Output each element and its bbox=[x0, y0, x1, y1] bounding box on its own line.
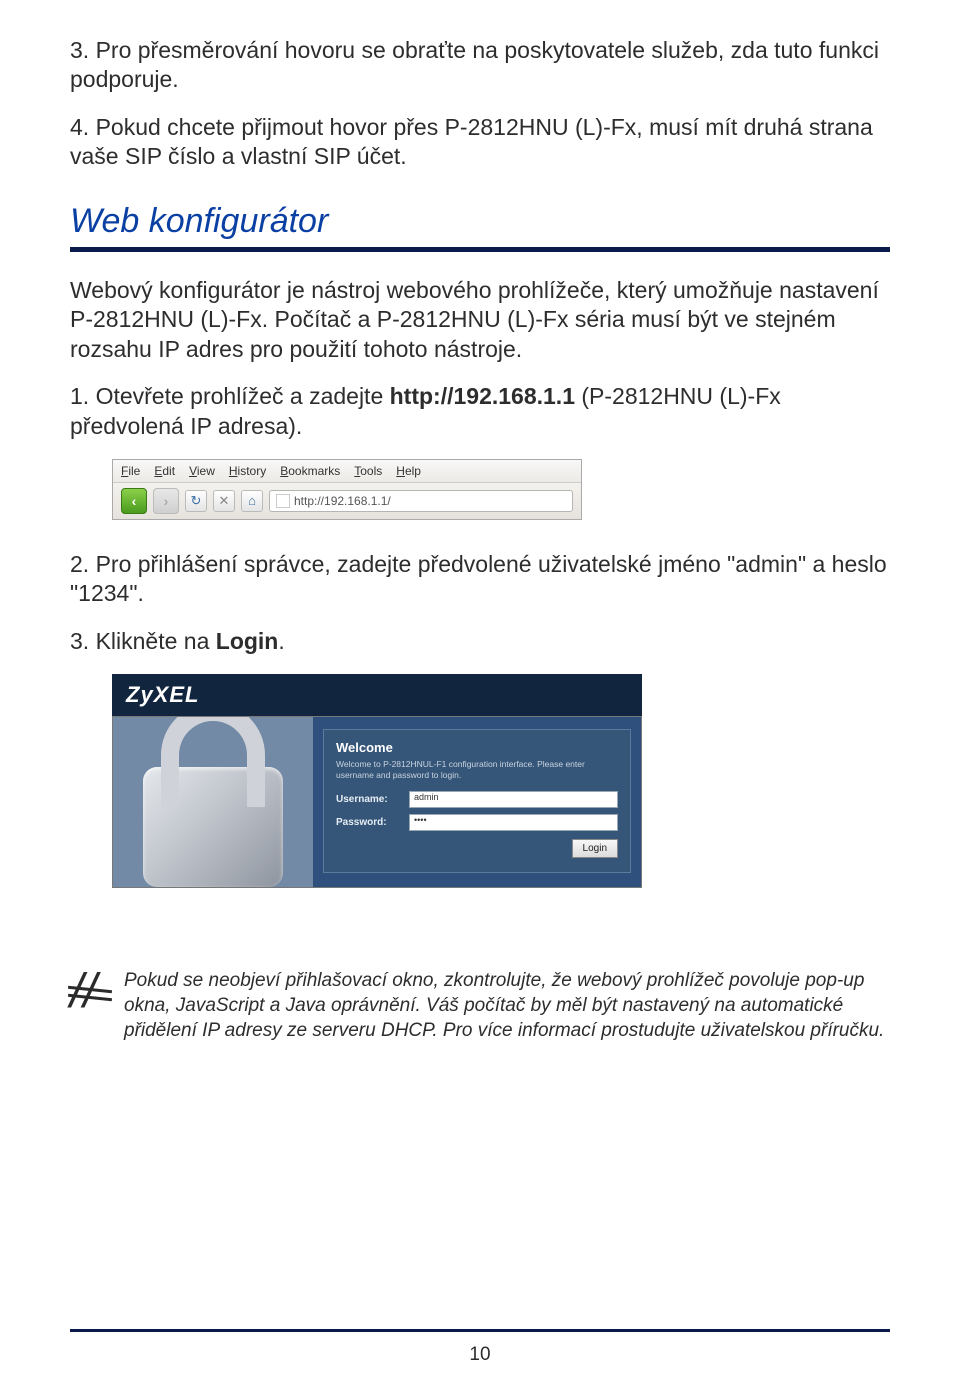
footer-rule bbox=[70, 1329, 890, 1332]
login-button[interactable]: Login bbox=[572, 839, 618, 858]
reload-icon: ↻ bbox=[191, 493, 202, 509]
back-button[interactable]: ‹ bbox=[121, 488, 147, 514]
section-title: Web konfigurátor bbox=[70, 202, 890, 241]
note-block: // Pokud se neobjeví přihlašovací okno, … bbox=[70, 968, 890, 1043]
lock-illustration bbox=[113, 717, 313, 887]
section-rule bbox=[70, 247, 890, 252]
browser-screenshot: File Edit View History Bookmarks Tools H… bbox=[112, 459, 582, 520]
url-bar[interactable]: http://192.168.1.1/ bbox=[269, 490, 573, 512]
step-2: 2. Pro přihlášení správce, zadejte předv… bbox=[70, 550, 890, 609]
browser-toolbar: ‹ › ↻ ✕ ⌂ http://192.168.1.1/ bbox=[113, 483, 581, 519]
zyxel-logo: ZyXEL bbox=[126, 682, 199, 707]
menu-history[interactable]: History bbox=[229, 464, 266, 478]
stop-icon: ✕ bbox=[219, 493, 230, 509]
username-row: Username: admin bbox=[336, 791, 618, 808]
login-button-row: Login bbox=[336, 839, 618, 858]
menu-tools[interactable]: Tools bbox=[354, 464, 382, 478]
menu-bookmarks[interactable]: Bookmarks bbox=[280, 464, 340, 478]
login-screenshot: ZyXEL Welcome Welcome to P-2812HNUL-F1 c… bbox=[70, 674, 890, 898]
password-row: Password: •••• bbox=[336, 814, 618, 831]
step-3-prefix: 3. Klikněte na bbox=[70, 628, 216, 654]
lock-icon bbox=[143, 767, 283, 887]
welcome-title: Welcome bbox=[336, 740, 618, 755]
step-1-url-bold: http://192.168.1.1 bbox=[390, 383, 575, 409]
browser-menubar: File Edit View History Bookmarks Tools H… bbox=[113, 460, 581, 483]
login-header-bar: ZyXEL bbox=[112, 674, 642, 716]
home-button[interactable]: ⌂ bbox=[241, 490, 263, 512]
step-3: 3. Klikněte na Login. bbox=[70, 627, 890, 656]
password-label: Password: bbox=[336, 817, 401, 828]
welcome-box: Welcome Welcome to P-2812HNUL-F1 configu… bbox=[323, 729, 631, 873]
url-text: http://192.168.1.1/ bbox=[294, 494, 391, 508]
welcome-description: Welcome to P-2812HNUL-F1 configuration i… bbox=[336, 759, 618, 781]
page-number: 10 bbox=[0, 1344, 960, 1366]
list-item-3: 3. Pro přesměrování hovoru se obraťte na… bbox=[70, 36, 890, 95]
username-input[interactable]: admin bbox=[409, 791, 618, 808]
step-1-prefix: 1. Otevřete prohlížeč a zadejte bbox=[70, 383, 390, 409]
step-3-bold: Login bbox=[216, 628, 279, 654]
username-label: Username: bbox=[336, 794, 401, 805]
menu-edit[interactable]: Edit bbox=[154, 464, 175, 478]
menu-file[interactable]: File bbox=[121, 464, 140, 478]
stop-button[interactable]: ✕ bbox=[213, 490, 235, 512]
reload-button[interactable]: ↻ bbox=[185, 490, 207, 512]
step-1: 1. Otevřete prohlížeč a zadejte http://1… bbox=[70, 382, 890, 441]
login-form-panel: Welcome Welcome to P-2812HNUL-F1 configu… bbox=[313, 717, 641, 887]
favicon-icon bbox=[276, 494, 290, 508]
note-text: Pokud se neobjeví přihlašovací okno, zko… bbox=[124, 968, 890, 1043]
chevron-right-icon: › bbox=[164, 493, 169, 509]
note-icon: // bbox=[70, 968, 110, 1043]
home-icon: ⌂ bbox=[248, 493, 256, 508]
list-item-4: 4. Pokud chcete přijmout hovor přes P-28… bbox=[70, 113, 890, 172]
menu-help[interactable]: Help bbox=[396, 464, 421, 478]
menu-view[interactable]: View bbox=[189, 464, 215, 478]
step-3-suffix: . bbox=[278, 628, 284, 654]
intro-paragraph: Webový konfigurátor je nástroj webového … bbox=[70, 276, 890, 364]
forward-button[interactable]: › bbox=[153, 488, 179, 514]
chevron-left-icon: ‹ bbox=[132, 493, 137, 509]
password-input[interactable]: •••• bbox=[409, 814, 618, 831]
